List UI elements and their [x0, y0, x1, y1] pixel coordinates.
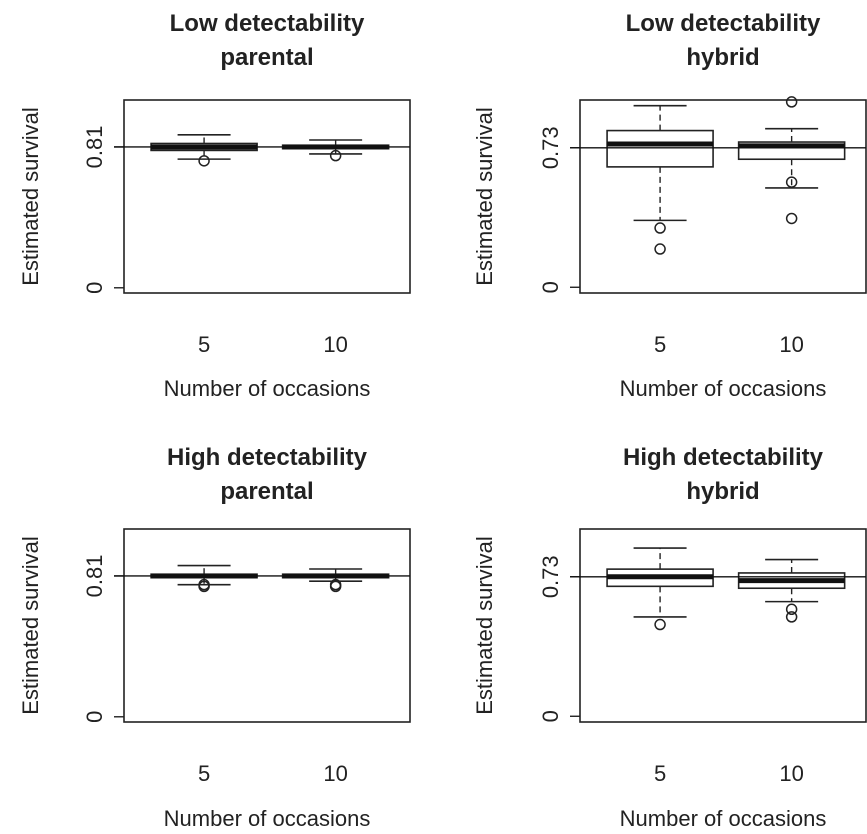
y-tick-label: 0: [82, 711, 107, 723]
panel-title-line: High detectability: [167, 444, 368, 471]
y-tick-label: 0: [538, 281, 563, 293]
y-axis-label: Estimated survival: [18, 536, 43, 715]
outlier-point: [785, 96, 798, 108]
panel-3: High detectability parental 0 0.81 Estimated…: [18, 444, 411, 831]
boxplot-10: [281, 568, 390, 593]
x-tick-label: 10: [779, 761, 803, 786]
outlier-point: [654, 618, 666, 631]
panel-title-line: hybrid: [686, 44, 759, 71]
x-axis-label: Number of occasions: [620, 376, 827, 401]
outlier-point: [785, 176, 798, 188]
outlier-point: [785, 611, 798, 623]
y-tick-label: 0.73: [538, 126, 563, 169]
y-tick-label: 0.81: [82, 126, 107, 169]
x-tick-label: 5: [654, 332, 666, 357]
plot-frame: [579, 528, 867, 723]
outlier-point: [198, 578, 210, 591]
y-axis-label: Estimated survival: [18, 107, 43, 286]
boxplot-5: [606, 547, 714, 631]
boxplot-10: [737, 558, 846, 623]
outlier-point: [785, 212, 798, 225]
panel-title-line: hybrid: [686, 478, 759, 505]
y-axis-label: Estimated survival: [472, 107, 497, 286]
boxplot-10: [737, 96, 846, 225]
boxplot-5: [150, 564, 258, 593]
x-tick-label: 5: [198, 761, 210, 786]
y-tick-label: 0: [82, 282, 107, 294]
boxplot-10: [281, 139, 390, 162]
outlier-point: [198, 155, 210, 167]
outlier-point: [329, 578, 342, 591]
outlier-point: [785, 603, 798, 616]
x-axis-label: Number of occasions: [164, 806, 371, 831]
panel-title-line: High detectability: [623, 444, 824, 471]
boxplot-5: [150, 133, 258, 167]
x-tick-label: 10: [323, 761, 347, 786]
y-tick-label: 0.73: [538, 555, 563, 598]
panel-1: Low detectability parental 0 0.81 Estimated …: [18, 10, 411, 401]
boxplot-5: [606, 104, 714, 255]
panel-4: High detectability hybrid 0 0.73 Estimated s…: [472, 444, 867, 831]
outlier-point: [329, 149, 342, 162]
x-tick-label: 5: [654, 761, 666, 786]
outlier-point: [654, 222, 666, 234]
x-tick-label: 10: [323, 332, 347, 357]
x-tick-label: 5: [198, 332, 210, 357]
x-axis-label: Number of occasions: [164, 376, 371, 401]
panel-2: Low detectability hybrid 0 0.73 Estimated su…: [472, 10, 867, 401]
panel-title-line: parental: [220, 478, 313, 505]
x-tick-label: 10: [779, 332, 803, 357]
iqr-box: [606, 129, 714, 168]
panel-title-line: parental: [220, 44, 313, 71]
plot-frame: [579, 99, 867, 294]
plot-frame: [123, 528, 411, 723]
x-axis-label: Number of occasions: [620, 806, 827, 831]
panel-title-line: Low detectability: [626, 10, 821, 37]
plot-frame: [123, 99, 411, 294]
outlier-point: [654, 243, 666, 255]
y-tick-label: 0: [538, 710, 563, 722]
y-axis-label: Estimated survival: [472, 536, 497, 715]
panel-title-line: Low detectability: [170, 10, 365, 37]
y-tick-label: 0.81: [82, 555, 107, 598]
